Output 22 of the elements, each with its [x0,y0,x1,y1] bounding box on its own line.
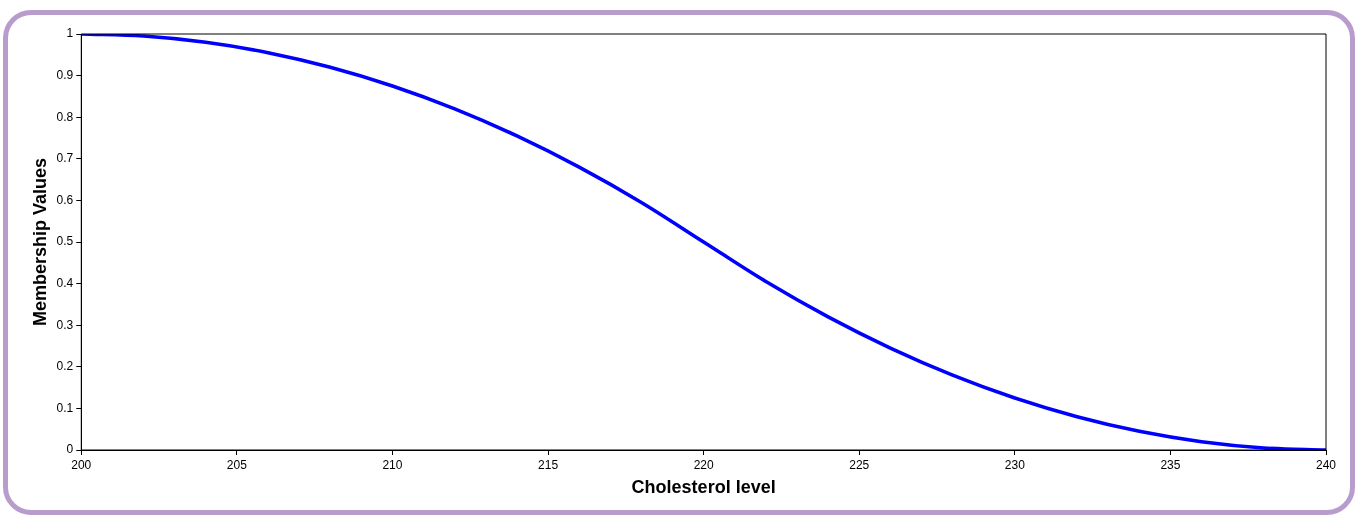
y-tick-label: 0.9 [56,67,74,82]
x-tick-label: 225 [849,457,870,472]
x-tick-label: 205 [226,457,248,472]
y-tick-label: 0.1 [56,400,74,415]
x-tick-label: 200 [71,457,92,472]
y-tick-label: 0.5 [56,234,74,249]
y-tick-label: 1 [66,26,74,41]
x-tick-label: 230 [1004,457,1026,472]
x-axis-title: Cholesterol level [631,477,776,498]
y-tick-label: 0.7 [56,151,74,166]
y-tick-label: 0.6 [56,192,74,207]
y-tick-label: 0.8 [56,109,74,124]
y-axis-title: Membership Values [29,157,50,327]
x-tick-label: 235 [1160,457,1181,472]
y-tick-label: 0.3 [56,317,74,332]
y-tick-label: 0.2 [56,359,74,374]
y-tick-label: 0.4 [56,275,74,290]
x-tick-label: 210 [382,457,403,472]
y-tick-label: 0 [66,442,74,457]
x-tick-label: 220 [693,457,714,472]
x-tick-label: 240 [1315,457,1337,472]
x-tick-label: 215 [538,457,559,472]
